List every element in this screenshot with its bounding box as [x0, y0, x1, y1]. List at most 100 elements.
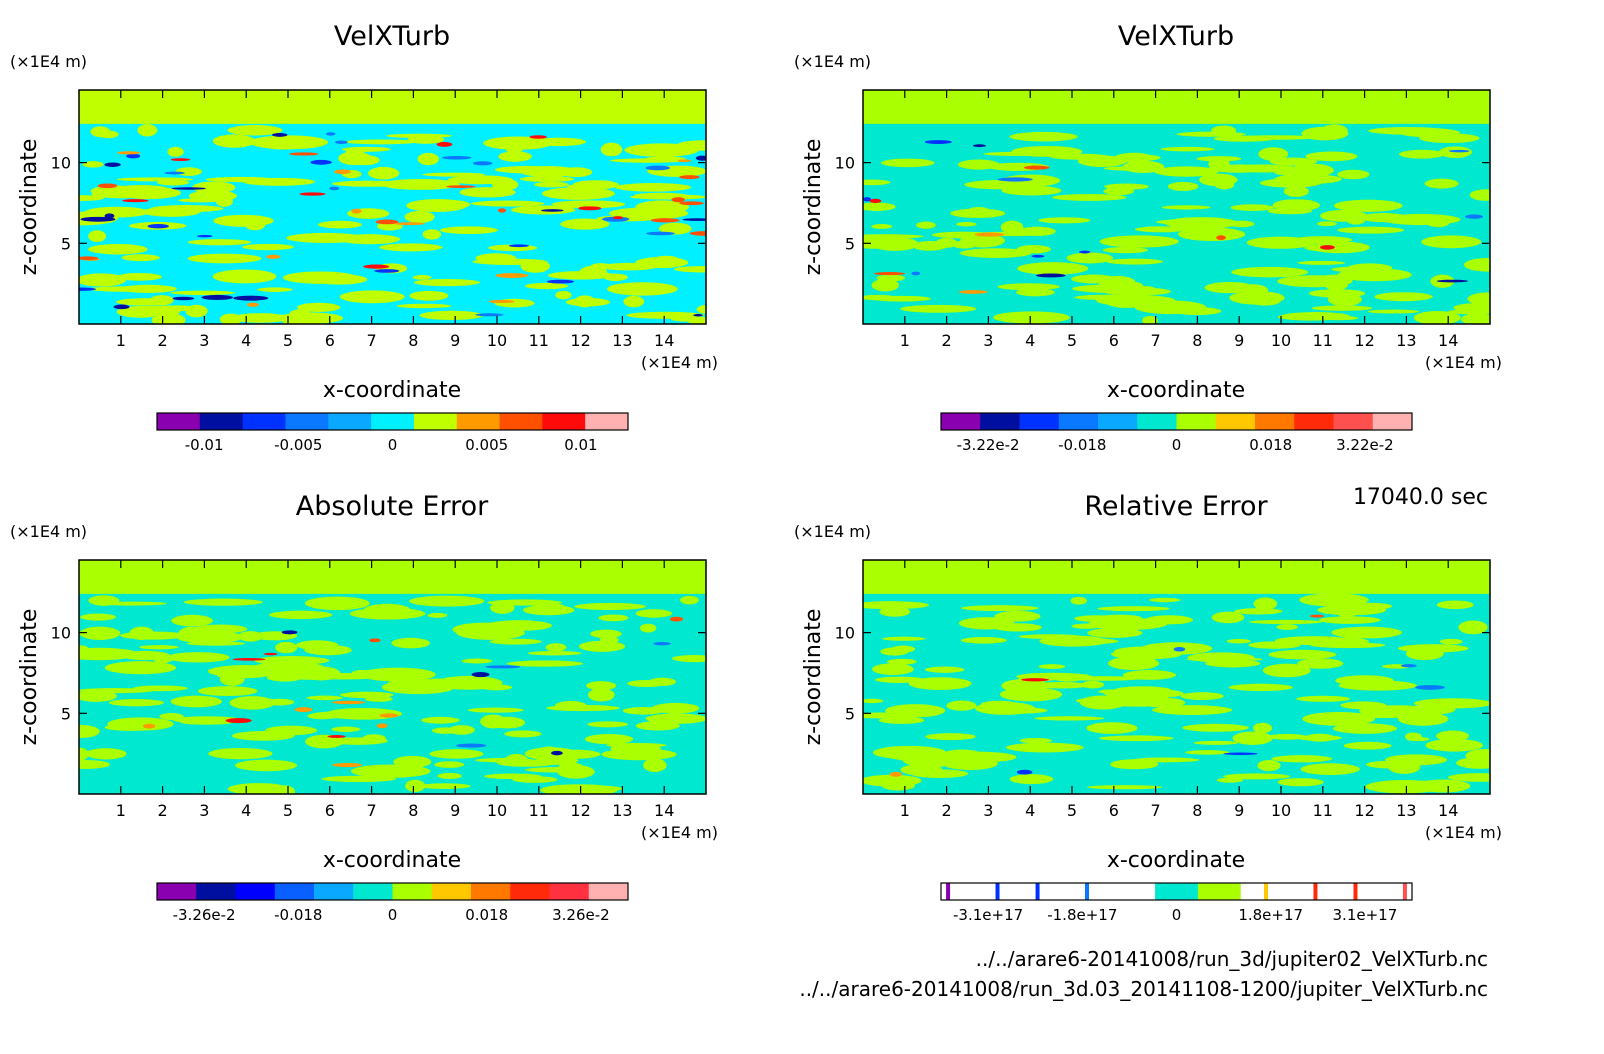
extreme-streak — [113, 304, 130, 310]
turbulence-blob — [880, 158, 935, 168]
turbulence-blob — [368, 166, 400, 180]
turbulence-blob — [680, 595, 699, 605]
turbulence-blob — [1156, 219, 1228, 225]
turbulence-blob — [1425, 738, 1484, 752]
colorbar-swatch — [431, 883, 472, 900]
file-path-1: ../../arare6-20141008/run_3d/jupiter02_V… — [976, 947, 1488, 971]
turbulence-blob — [519, 176, 575, 182]
turbulence-blob — [1154, 166, 1219, 177]
extreme-streak — [325, 132, 336, 136]
colorbar-marker — [995, 883, 1000, 900]
colorbar-marker — [1035, 883, 1040, 900]
y-tick-label: 10 — [835, 154, 855, 173]
turbulence-blob — [212, 269, 277, 284]
turbulence-blob — [532, 137, 587, 147]
turbulence-blob — [339, 691, 394, 699]
x-tick-label: 6 — [1109, 331, 1119, 350]
turbulence-blob — [339, 290, 405, 304]
turbulence-blob — [490, 601, 515, 614]
turbulence-blob — [1015, 288, 1056, 297]
x-tick-label: 8 — [408, 801, 418, 820]
turbulence-blob — [615, 182, 692, 192]
turbulence-blob — [422, 229, 442, 240]
turbulence-blob — [1332, 723, 1398, 734]
turbulence-blob — [879, 606, 911, 617]
x-tick-label: 14 — [654, 331, 674, 350]
turbulence-blob — [1469, 189, 1490, 201]
turbulence-blob — [183, 598, 263, 606]
turbulence-blob — [1018, 226, 1056, 236]
turbulence-blob — [132, 305, 200, 312]
colorbar-swatch — [242, 413, 286, 430]
colorbar-swatch — [199, 413, 244, 430]
colorbar-tick-label: -0.005 — [274, 436, 322, 454]
turbulence-blob — [275, 785, 296, 794]
colorbar-marker — [1085, 883, 1090, 900]
turbulence-blob — [1319, 274, 1376, 280]
turbulence-field — [79, 123, 706, 324]
turbulence-blob — [1283, 185, 1309, 197]
x-tick-label: 11 — [529, 801, 549, 820]
turbulence-blob — [215, 196, 233, 207]
turbulence-blob — [541, 187, 615, 200]
turbulence-blob — [626, 311, 705, 319]
extreme-streak — [116, 151, 141, 155]
turbulence-blob — [534, 181, 569, 188]
turbulence-blob — [1273, 168, 1302, 176]
x-axis-label: x-coordinate — [1107, 378, 1245, 403]
extreme-streak — [327, 735, 346, 738]
turbulence-blob — [863, 179, 891, 186]
turbulence-blob — [551, 785, 623, 793]
x-tick-label: 1 — [900, 801, 910, 820]
turbulence-blob — [275, 641, 298, 654]
turbulence-blob — [257, 287, 293, 292]
turbulence-blob — [192, 181, 236, 194]
turbulence-blob — [212, 134, 256, 148]
turbulence-blob — [560, 218, 610, 230]
y-tick-label: 5 — [61, 234, 71, 253]
chart-title: Absolute Error — [296, 491, 489, 522]
turbulence-blob — [1226, 638, 1252, 644]
colorbar-swatch — [1058, 413, 1099, 430]
extreme-streak — [334, 169, 352, 175]
turbulence-blob — [1234, 608, 1283, 615]
turbulence-blob — [1038, 217, 1091, 224]
turbulence-blob — [434, 761, 465, 768]
colorbar-swatch — [1240, 883, 1285, 900]
turbulence-blob — [1134, 226, 1188, 233]
colorbar-swatch — [983, 883, 1028, 900]
colorbar-tick-label: 0 — [388, 436, 398, 454]
turbulence-blob — [587, 721, 628, 728]
turbulence-blob — [1086, 722, 1138, 734]
turbulence-blob — [1033, 682, 1089, 689]
turbulence-blob — [418, 783, 471, 789]
extreme-streak — [294, 707, 313, 713]
turbulence-blob — [885, 704, 946, 718]
turbulence-blob — [387, 679, 451, 686]
turbulence-blob — [1232, 731, 1273, 745]
turbulence-blob — [671, 654, 706, 663]
x-tick-label: 2 — [158, 331, 168, 350]
turbulence-blob — [635, 200, 690, 214]
turbulence-blob — [80, 613, 116, 621]
extreme-streak — [485, 665, 521, 669]
turbulence-blob — [956, 221, 977, 227]
extreme-streak — [201, 294, 234, 300]
extreme-streak — [695, 155, 706, 161]
turbulence-blob — [85, 748, 127, 760]
turbulence-blob — [871, 278, 900, 292]
extreme-streak — [126, 153, 141, 159]
colorbar-swatch — [285, 413, 329, 430]
turbulence-field — [79, 593, 706, 794]
colorbar-swatch — [1019, 413, 1060, 430]
plot-frame — [862, 559, 1491, 795]
turbulence-blob — [331, 726, 361, 732]
extreme-streak — [172, 296, 195, 301]
plot-frame — [862, 89, 1491, 325]
turbulence-blob — [1113, 646, 1176, 657]
turbulence-blob — [359, 667, 436, 682]
turbulence-blob — [170, 290, 236, 296]
turbulence-blob — [587, 688, 615, 702]
turbulence-blob — [219, 313, 242, 324]
turbulence-blob — [429, 749, 484, 759]
